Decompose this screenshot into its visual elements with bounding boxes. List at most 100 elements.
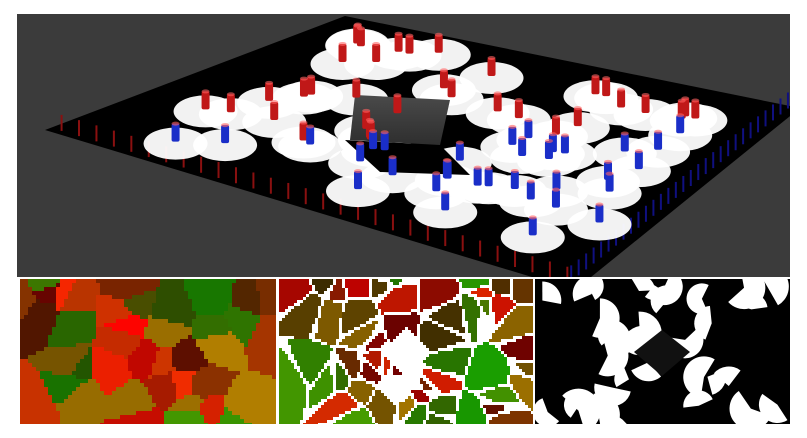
cell-pixel (285, 306, 289, 310)
cell-pixel (420, 333, 424, 337)
cell-pixel (408, 342, 412, 346)
cell-pixel (528, 336, 532, 340)
cell-pixel (402, 351, 406, 355)
cell-pixel (309, 357, 313, 361)
cell-pixel (112, 383, 117, 388)
cell-pixel (240, 355, 245, 360)
cell-pixel (396, 324, 400, 328)
cell-pixel (324, 354, 328, 358)
cell-pixel (426, 312, 430, 316)
cell-pixel (408, 282, 412, 286)
cell-pixel (390, 282, 394, 286)
cell-pixel (256, 359, 261, 364)
cell-pixel (100, 351, 105, 356)
cell-pixel (240, 311, 245, 316)
cell-pixel (405, 360, 409, 364)
cell-pixel (140, 363, 145, 368)
cell-pixel (132, 299, 137, 304)
cell-pixel (465, 279, 469, 283)
cell-pixel (339, 309, 343, 313)
cell-pixel (393, 279, 397, 283)
cell-pixel (507, 354, 511, 358)
cell-pixel (300, 309, 304, 313)
cell-pixel (426, 306, 430, 310)
cell-pixel (28, 359, 33, 364)
cell-pixel (92, 383, 97, 388)
cell-pixel (414, 297, 418, 301)
cell-pixel (420, 318, 424, 322)
cell-pixel (393, 300, 397, 304)
cell-pixel (216, 347, 221, 352)
cell-pixel (486, 297, 490, 301)
cell-pixel (216, 339, 221, 344)
cell-pixel (28, 355, 33, 360)
cell-pixel (176, 339, 181, 344)
cell-pixel (300, 321, 304, 325)
cell-pixel (248, 387, 253, 392)
cell-pixel (348, 351, 352, 355)
cell-pixel (324, 300, 328, 304)
cell-pixel (68, 411, 73, 416)
cell-pixel (80, 339, 85, 344)
cell-pixel (318, 336, 322, 340)
cell-pixel (240, 351, 245, 356)
cell-pixel (220, 311, 225, 316)
cell-pixel (92, 315, 97, 320)
cell-pixel (100, 295, 105, 300)
cell-pixel (318, 306, 322, 310)
cell-pixel (224, 359, 229, 364)
cell-pixel (92, 387, 97, 392)
cell-pixel (471, 342, 475, 346)
cell-pixel (468, 360, 472, 364)
cell-pixel (405, 297, 409, 301)
cell-pixel (212, 335, 217, 340)
cell-pixel (453, 309, 457, 313)
cell-pixel (369, 336, 373, 340)
cell-pixel (333, 309, 337, 313)
cell-pixel (495, 306, 499, 310)
cell-pixel (360, 291, 364, 295)
cell-pixel (256, 379, 261, 384)
cell-pixel (342, 279, 346, 283)
cell-pixel (447, 336, 451, 340)
cell-pixel (72, 351, 77, 356)
cell-pixel (339, 351, 343, 355)
cell-pixel (297, 360, 301, 364)
cell-pixel (384, 351, 388, 355)
cell-pixel (148, 411, 153, 416)
cell-pixel (216, 403, 221, 408)
cell-pixel (357, 336, 361, 340)
cell-pixel (248, 371, 253, 376)
cell-pixel (24, 327, 29, 332)
cell-pixel (297, 315, 301, 319)
cell-pixel (291, 306, 295, 310)
cell-pixel (48, 379, 53, 384)
cell-pixel (306, 324, 310, 328)
cell-pixel (447, 318, 451, 322)
cell-pixel (282, 321, 286, 325)
cell-pixel (256, 407, 261, 412)
cell-pixel (180, 403, 185, 408)
cell-pixel (268, 291, 273, 296)
cell-pixel (450, 309, 454, 313)
cell-pixel (510, 312, 514, 316)
cell-pixel (248, 419, 253, 424)
cell-pixel (459, 345, 463, 349)
cell-pixel (144, 299, 149, 304)
agent (372, 44, 381, 63)
cell-pixel (72, 415, 77, 420)
cell-pixel (501, 297, 505, 301)
cell-pixel (405, 327, 409, 331)
cell-pixel (420, 294, 424, 298)
cell-pixel (224, 331, 229, 336)
cell-pixel (232, 303, 237, 308)
cell-pixel (426, 297, 430, 301)
cell-pixel (357, 345, 361, 349)
cell-pixel (240, 327, 245, 332)
cell-pixel (44, 299, 49, 304)
cell-pixel (474, 345, 478, 349)
cell-pixel (56, 375, 61, 380)
cell-pixel (232, 295, 237, 300)
cell-pixel (453, 339, 457, 343)
cell-pixel (88, 359, 93, 364)
